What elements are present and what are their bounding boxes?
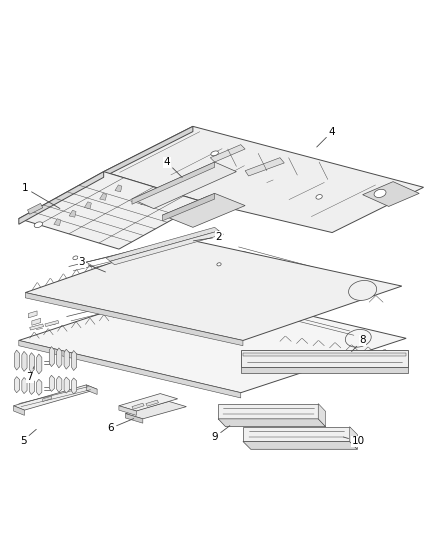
Polygon shape bbox=[14, 406, 25, 415]
Polygon shape bbox=[100, 193, 106, 200]
Text: 6: 6 bbox=[107, 418, 134, 433]
Polygon shape bbox=[243, 426, 350, 441]
Text: 10: 10 bbox=[343, 437, 365, 447]
Polygon shape bbox=[69, 210, 76, 217]
Polygon shape bbox=[210, 144, 245, 162]
Text: 3: 3 bbox=[78, 257, 106, 272]
Polygon shape bbox=[241, 350, 408, 367]
Polygon shape bbox=[119, 406, 136, 415]
Text: 2: 2 bbox=[194, 232, 223, 242]
Polygon shape bbox=[14, 377, 20, 393]
Polygon shape bbox=[363, 182, 419, 206]
Polygon shape bbox=[106, 228, 219, 261]
Polygon shape bbox=[57, 376, 62, 392]
Text: 8: 8 bbox=[352, 335, 366, 352]
Polygon shape bbox=[119, 393, 178, 411]
Polygon shape bbox=[64, 377, 69, 393]
Polygon shape bbox=[102, 289, 208, 314]
Polygon shape bbox=[132, 162, 215, 204]
Polygon shape bbox=[146, 400, 159, 406]
Polygon shape bbox=[132, 162, 237, 208]
Polygon shape bbox=[25, 238, 402, 341]
Text: 9: 9 bbox=[212, 426, 230, 442]
Ellipse shape bbox=[316, 195, 322, 199]
Polygon shape bbox=[45, 320, 59, 327]
Polygon shape bbox=[19, 172, 204, 249]
Ellipse shape bbox=[217, 263, 221, 266]
Polygon shape bbox=[110, 231, 223, 265]
Polygon shape bbox=[245, 158, 284, 176]
Ellipse shape bbox=[349, 280, 377, 301]
Polygon shape bbox=[54, 219, 61, 225]
Text: 4: 4 bbox=[317, 126, 336, 147]
Polygon shape bbox=[241, 367, 408, 373]
Polygon shape bbox=[19, 286, 406, 393]
Polygon shape bbox=[22, 351, 27, 372]
Polygon shape bbox=[162, 193, 245, 228]
Polygon shape bbox=[104, 126, 424, 232]
Polygon shape bbox=[71, 351, 77, 370]
Text: 7: 7 bbox=[26, 367, 34, 382]
Polygon shape bbox=[28, 204, 43, 214]
Polygon shape bbox=[125, 414, 143, 423]
Polygon shape bbox=[243, 353, 406, 356]
Polygon shape bbox=[37, 354, 42, 374]
Ellipse shape bbox=[34, 222, 42, 228]
Text: 5: 5 bbox=[20, 430, 36, 446]
Polygon shape bbox=[19, 172, 104, 224]
Polygon shape bbox=[29, 378, 35, 394]
Polygon shape bbox=[64, 349, 69, 369]
Ellipse shape bbox=[211, 151, 219, 156]
Ellipse shape bbox=[73, 256, 78, 260]
Polygon shape bbox=[218, 403, 318, 419]
Polygon shape bbox=[14, 385, 97, 410]
Text: 1: 1 bbox=[22, 183, 60, 208]
Polygon shape bbox=[25, 293, 243, 346]
Polygon shape bbox=[49, 346, 54, 367]
Polygon shape bbox=[14, 350, 20, 370]
Polygon shape bbox=[49, 375, 54, 391]
Polygon shape bbox=[350, 426, 357, 449]
Polygon shape bbox=[115, 185, 122, 192]
Polygon shape bbox=[132, 403, 144, 409]
Polygon shape bbox=[318, 403, 325, 426]
Polygon shape bbox=[162, 193, 215, 221]
Polygon shape bbox=[125, 401, 186, 419]
Ellipse shape bbox=[374, 189, 386, 198]
Polygon shape bbox=[57, 348, 62, 368]
Polygon shape bbox=[29, 353, 35, 373]
Polygon shape bbox=[30, 324, 44, 330]
Polygon shape bbox=[71, 378, 77, 394]
Polygon shape bbox=[32, 318, 41, 325]
Ellipse shape bbox=[345, 329, 371, 347]
Polygon shape bbox=[85, 202, 92, 209]
Polygon shape bbox=[218, 419, 325, 426]
Polygon shape bbox=[28, 311, 37, 318]
Polygon shape bbox=[19, 341, 241, 398]
Polygon shape bbox=[22, 377, 27, 393]
Polygon shape bbox=[104, 126, 193, 177]
Polygon shape bbox=[243, 441, 357, 449]
Polygon shape bbox=[86, 385, 97, 394]
Polygon shape bbox=[37, 379, 42, 395]
Text: 4: 4 bbox=[163, 157, 182, 177]
Polygon shape bbox=[43, 396, 51, 401]
